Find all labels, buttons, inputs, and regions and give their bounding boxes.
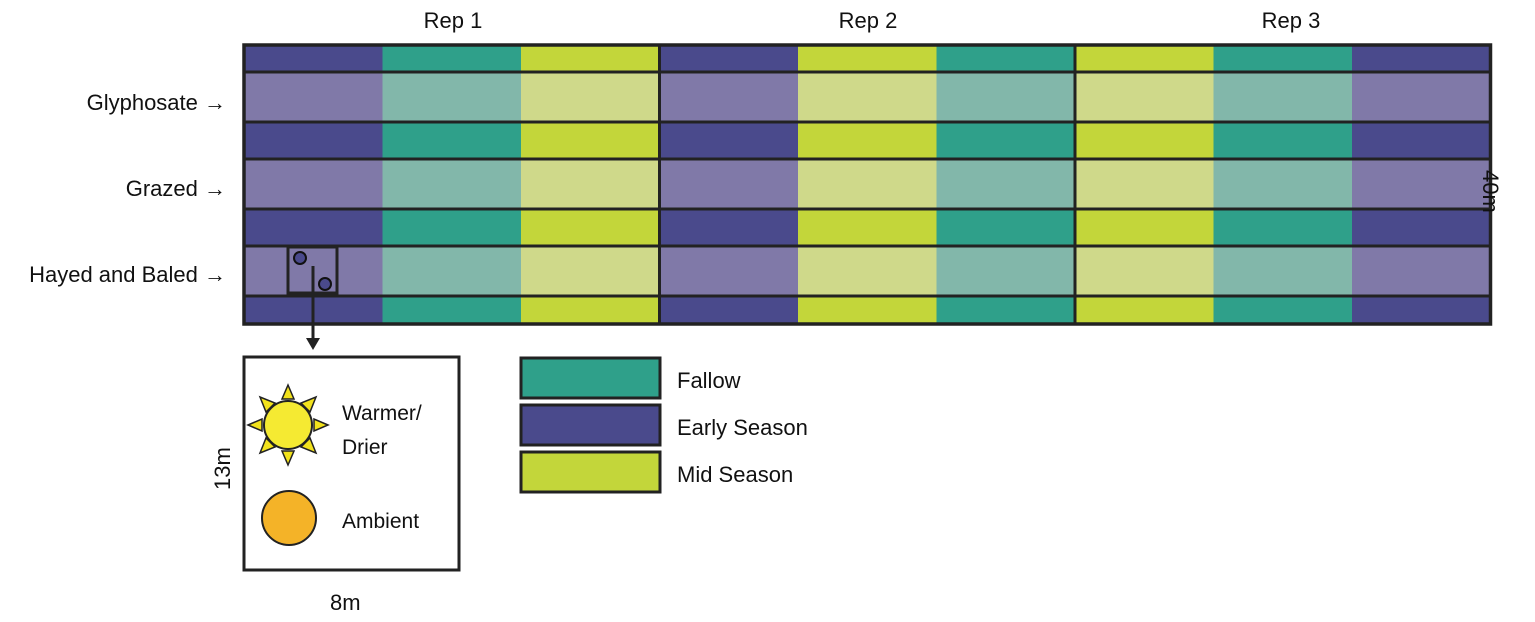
plot-cell-rep1-fallow-strip3 [382,159,522,209]
legend-label-early: Early Season [677,415,808,440]
plot-cell-rep3-mid-strip5 [1075,246,1215,296]
legend-label-fallow: Fallow [677,368,741,393]
plot-cell-rep1-early-strip2 [244,122,384,159]
plot-cell-rep2-fallow-strip4 [936,209,1076,246]
subplot-chamber-2 [318,277,332,291]
drier-label: Drier [342,436,388,459]
plot-cell-rep1-mid-strip2 [521,122,661,159]
plot-cell-rep3-fallow-strip2 [1213,122,1353,159]
plot-cell-rep3-fallow-strip0 [1213,45,1353,72]
legend-swatch-mid [519,450,662,494]
rep-3-label: Rep 3 [1261,8,1321,33]
plot-cell-rep3-mid-strip0 [1075,45,1215,72]
legend-swatch-fallow [519,356,662,400]
plot-cell-rep1-mid-strip0 [521,45,661,72]
plot-cell-rep3-early-strip1 [1352,72,1492,122]
plot-cell-rep2-early-strip5 [659,246,799,296]
warmer-label: Warmer/ [342,402,422,425]
subplot-chamber-1 [293,251,307,265]
legend-swatch-early [519,403,662,447]
plot-cell-rep3-early-strip4 [1352,209,1492,246]
ambient-label: Ambient [342,510,420,533]
plot-width-label: 8m [330,590,361,615]
plot-cell-rep3-early-strip2 [1352,122,1492,159]
plot-cell-rep1-fallow-strip4 [382,209,522,246]
plot-cell-rep2-fallow-strip1 [936,72,1076,122]
plot-cell-rep2-mid-strip4 [798,209,938,246]
field-grid-lines [242,43,1493,326]
plot-cell-rep1-mid-strip6 [521,296,661,324]
plot-cell-rep3-fallow-strip4 [1213,209,1353,246]
plot-cell-rep2-early-strip6 [659,296,799,324]
plot-cell-rep1-early-strip1 [244,72,384,122]
plot-cell-rep3-early-strip5 [1352,246,1492,296]
plot-cell-rep2-early-strip0 [659,45,799,72]
legend-label-mid: Mid Season [677,462,794,487]
plot-cell-rep2-early-strip2 [659,122,799,159]
plot-cell-rep1-mid-strip5 [521,246,661,296]
plot-cell-rep3-early-strip6 [1352,296,1492,324]
plot-cell-rep1-mid-strip4 [521,209,661,246]
plot-cell-rep3-fallow-strip5 [1213,246,1353,296]
plot-cell-rep3-early-strip0 [1352,45,1492,72]
plot-cell-rep2-early-strip1 [659,72,799,122]
plot-cell-rep1-mid-strip1 [521,72,661,122]
plot-cell-rep3-mid-strip2 [1075,122,1215,159]
plot-cell-rep2-fallow-strip0 [936,45,1076,72]
plot-cell-rep2-mid-strip5 [798,246,938,296]
plot-cell-rep3-mid-strip3 [1075,159,1215,209]
plot-cell-rep3-fallow-strip3 [1213,159,1353,209]
plot-height-label: 13m [210,447,235,490]
treatment-glyphosate-label: Glyphosate → [86,90,226,115]
plot-cell-rep1-fallow-strip1 [382,72,522,122]
plot-cell-rep2-early-strip3 [659,159,799,209]
plot-cell-rep1-fallow-strip5 [382,246,522,296]
field-outline [242,43,1493,326]
plot-cell-rep1-early-strip0 [244,45,384,72]
plot-cell-rep3-mid-strip1 [1075,72,1215,122]
inset-plot-box [242,355,461,572]
plot-cell-rep3-mid-strip4 [1075,209,1215,246]
plot-cell-rep1-fallow-strip6 [382,296,522,324]
plot-cell-rep2-fallow-strip6 [936,296,1076,324]
plot-cell-rep2-mid-strip2 [798,122,938,159]
ambient-icon [261,490,317,546]
plot-cell-rep2-mid-strip1 [798,72,938,122]
plot-cell-rep1-mid-strip3 [521,159,661,209]
plot-cell-rep2-fallow-strip2 [936,122,1076,159]
rep-1-label: Rep 1 [423,8,483,33]
plot-cell-rep2-mid-strip3 [798,159,938,209]
treatment-hayed-label: Hayed and Baled → [29,262,226,287]
plot-cell-rep1-early-strip3 [244,159,384,209]
plot-cell-rep1-fallow-strip2 [382,122,522,159]
plot-cell-rep1-early-strip4 [244,209,384,246]
rep-2-label: Rep 2 [838,8,898,33]
plot-cell-rep1-fallow-strip0 [382,45,522,72]
plot-cell-rep2-mid-strip0 [798,45,938,72]
plot-cell-rep2-early-strip4 [659,209,799,246]
field-height-label: 40m [1478,170,1503,213]
plot-cell-rep2-fallow-strip3 [936,159,1076,209]
plot-cell-rep2-fallow-strip5 [936,246,1076,296]
plot-cell-rep3-mid-strip6 [1075,296,1215,324]
callout-arrowhead [306,338,320,350]
plot-cell-rep3-fallow-strip6 [1213,296,1353,324]
plot-cell-rep2-mid-strip6 [798,296,938,324]
field-plots [244,45,1492,324]
plot-cell-rep3-early-strip3 [1352,159,1492,209]
plot-cell-rep3-fallow-strip1 [1213,72,1353,122]
sun-icon [246,383,330,467]
treatment-grazed-label: Grazed → [125,176,226,201]
